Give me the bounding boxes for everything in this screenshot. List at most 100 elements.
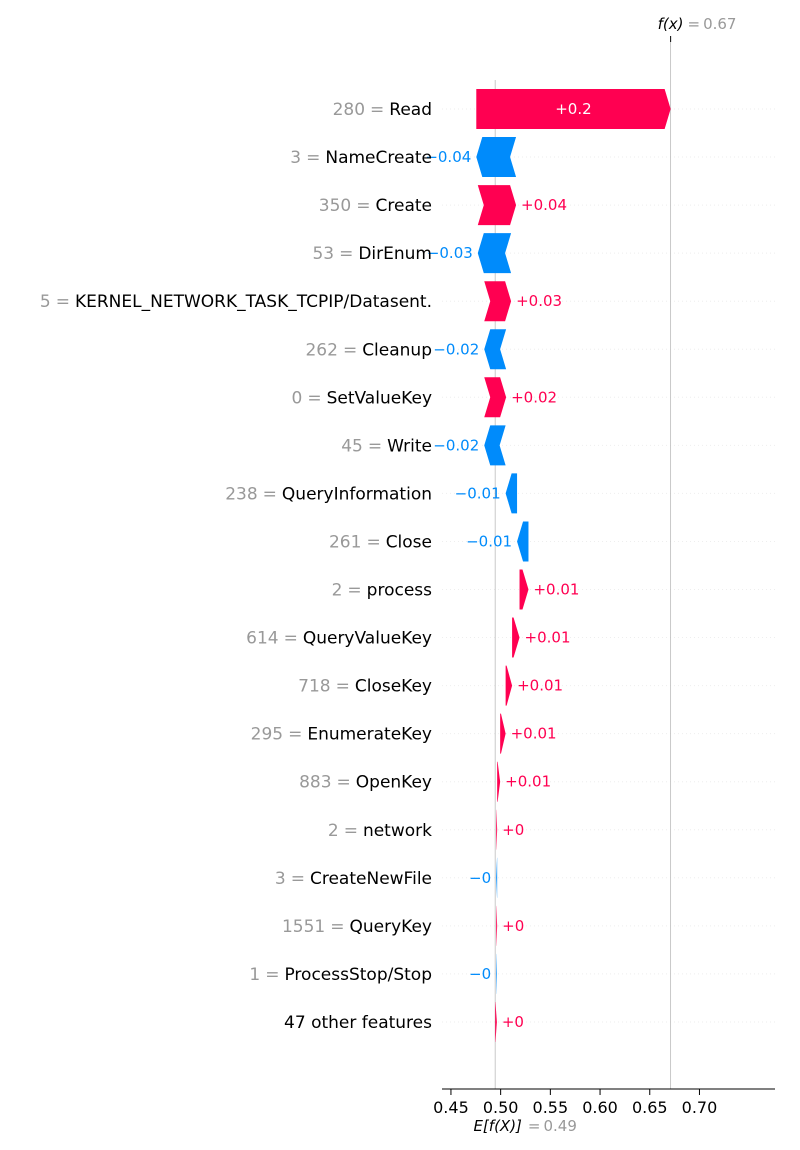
bar-20 xyxy=(495,1001,497,1042)
feature-name: KERNEL_NETWORK_TASK_TCPIP/Datasent. xyxy=(75,292,432,312)
bar-16 xyxy=(496,809,498,850)
bar-14 xyxy=(500,713,506,754)
feature-value: 883 xyxy=(299,773,331,793)
feature-equals: = xyxy=(56,292,70,312)
feature-value: 1 xyxy=(249,965,260,985)
svg-text:f(x)=0.67: f(x) = 0.67 xyxy=(658,15,737,33)
output-equals: = xyxy=(688,15,701,33)
contribution-label: +0.01 xyxy=(517,677,563,695)
bar-10 xyxy=(517,521,529,562)
feature-name: network xyxy=(363,821,432,841)
bar-6 xyxy=(484,329,507,370)
feature-value: 350 xyxy=(319,196,351,216)
output-annotation: f(x) = 0.67 xyxy=(658,15,737,42)
feature-equals: = xyxy=(339,244,353,264)
feature-equals: = xyxy=(337,773,351,793)
bar-9 xyxy=(505,473,518,514)
feature-value: 3 xyxy=(275,869,286,889)
feature-value: 262 xyxy=(305,340,337,360)
feature-name: Write xyxy=(387,436,432,456)
feature-value: 2 xyxy=(328,821,339,841)
feature-name: DirEnum xyxy=(358,244,432,264)
feature-name: NameCreate xyxy=(325,148,432,168)
bar-12 xyxy=(512,617,520,658)
feature-name: QueryInformation xyxy=(282,484,432,504)
x-tick-label: 0.70 xyxy=(682,1098,718,1117)
base-annotation: E[f(X)] = 0.49 xyxy=(473,1117,576,1135)
contribution-label: +0 xyxy=(502,1013,524,1031)
bar-19 xyxy=(496,953,497,994)
feature-name: 47 other features xyxy=(284,1013,432,1033)
contribution-label: −0 xyxy=(469,869,491,887)
feature-value: 2 xyxy=(332,581,343,601)
feature-label: 262 = Cleanup xyxy=(305,340,432,360)
contribution-label: −0.03 xyxy=(427,244,473,262)
feature-value: 280 xyxy=(333,100,365,120)
feature-equals: = xyxy=(265,965,279,985)
feature-value: 0 xyxy=(292,388,303,408)
feature-value: 238 xyxy=(225,484,257,504)
feature-equals: = xyxy=(343,340,357,360)
feature-label: 47 other features xyxy=(284,1013,432,1033)
feature-name: Read xyxy=(389,100,432,120)
feature-label: 718 = CloseKey xyxy=(298,677,432,697)
base-equals: = xyxy=(528,1117,541,1135)
bar-7 xyxy=(484,377,507,418)
bar-11 xyxy=(519,569,529,610)
contribution-label: +0.2 xyxy=(555,100,591,118)
x-axis: 0.45 0.50 0.55 0.60 0.65 0.70 xyxy=(433,1088,775,1117)
contribution-label: −0.01 xyxy=(455,484,501,502)
contribution-label: −0.02 xyxy=(433,436,479,454)
contribution-label: +0.03 xyxy=(516,292,562,310)
feature-label: 261 = Close xyxy=(329,532,432,552)
feature-name: ProcessStop/Stop xyxy=(284,965,432,985)
feature-name: SetValueKey xyxy=(327,388,432,408)
feature-equals: = xyxy=(288,725,302,745)
feature-value: 295 xyxy=(251,725,283,745)
contribution-label: −0 xyxy=(469,965,491,983)
feature-label: 614 = QueryValueKey xyxy=(246,629,432,649)
base-label: E[f(X)] xyxy=(473,1117,522,1135)
feature-value: 1551 xyxy=(282,917,325,937)
feature-label: 45 = Write xyxy=(341,436,432,456)
bar-8 xyxy=(484,425,506,466)
bar-3 xyxy=(477,185,517,226)
output-label: f(x) xyxy=(658,15,684,33)
feature-value: 53 xyxy=(312,244,334,264)
base-value: 0.49 xyxy=(543,1117,576,1135)
feature-value: 614 xyxy=(246,629,278,649)
bar-2 xyxy=(476,137,517,178)
feature-equals: = xyxy=(291,869,305,889)
feature-label: 53 = DirEnum xyxy=(312,244,432,264)
bar-18 xyxy=(496,905,498,946)
contribution-label: +0.01 xyxy=(505,773,551,791)
feature-label: 3 = CreateNewFile xyxy=(275,869,432,889)
bar-13 xyxy=(505,665,513,706)
feature-equals: = xyxy=(330,917,344,937)
contribution-label: −0.01 xyxy=(466,532,512,550)
feature-equals: = xyxy=(306,148,320,168)
feature-equals: = xyxy=(347,581,361,601)
contribution-label: −0.04 xyxy=(425,148,471,166)
feature-name: CloseKey xyxy=(355,677,432,697)
contribution-label: −0.02 xyxy=(433,340,479,358)
bar-1 xyxy=(476,89,671,129)
x-tick-label: 0.50 xyxy=(483,1098,519,1117)
bar-5 xyxy=(484,281,512,322)
bar-15 xyxy=(497,761,501,802)
x-tick-label: 0.45 xyxy=(433,1098,469,1117)
feature-equals: = xyxy=(366,532,380,552)
feature-label: 2 = process xyxy=(332,581,433,601)
feature-equals: = xyxy=(263,484,277,504)
bar-4 xyxy=(477,233,512,274)
contribution-label: +0.04 xyxy=(521,196,567,214)
feature-value: 45 xyxy=(341,436,363,456)
feature-name: process xyxy=(367,581,432,601)
x-tick-label: 0.55 xyxy=(533,1098,569,1117)
contribution-label: +0.02 xyxy=(511,388,557,406)
bars-layer: +0.2 −0.04 +0.04 −0.03 +0.03 −0.02 +0.02 −0.02 −… xyxy=(425,89,671,1042)
feature-value: 718 xyxy=(298,677,330,697)
feature-value: 5 xyxy=(40,292,51,312)
